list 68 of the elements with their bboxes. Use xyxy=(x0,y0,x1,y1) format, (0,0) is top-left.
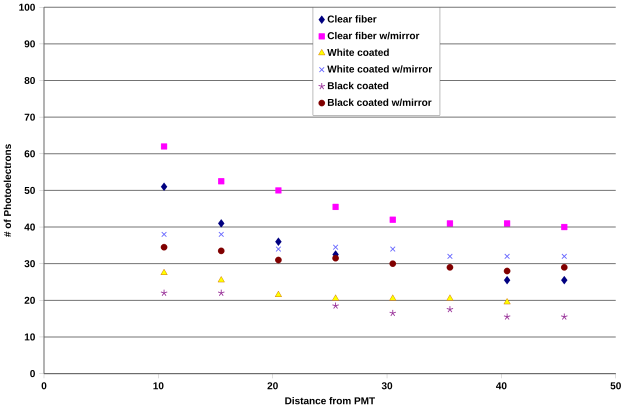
legend-label: White coated xyxy=(327,48,389,56)
point xyxy=(276,246,282,252)
point xyxy=(275,256,282,264)
y-tick-label: 80 xyxy=(24,76,35,84)
point xyxy=(218,248,225,254)
point xyxy=(389,260,396,268)
point xyxy=(504,298,511,304)
point xyxy=(160,182,168,191)
point xyxy=(446,220,454,226)
point xyxy=(560,264,568,271)
x-tick-label: 30 xyxy=(382,382,392,390)
y-tick-label: 100 xyxy=(19,4,35,11)
legend-label: White coated w/mirror xyxy=(327,65,432,73)
point xyxy=(160,289,168,296)
y-tick-label: 70 xyxy=(24,114,35,121)
point xyxy=(390,246,396,252)
x-tick-label: 0 xyxy=(42,382,46,390)
point xyxy=(218,276,225,282)
y-tick-label: 30 xyxy=(24,260,35,268)
point xyxy=(446,264,454,271)
point xyxy=(160,143,168,150)
point xyxy=(447,254,453,260)
point xyxy=(446,306,454,313)
x-tick-label: 20 xyxy=(267,382,278,390)
point xyxy=(160,268,168,275)
point xyxy=(503,313,511,320)
point xyxy=(218,232,224,238)
point xyxy=(389,294,396,301)
point xyxy=(275,237,282,246)
legend-label: Clear fiber w/mirror xyxy=(328,32,420,40)
legend-label: Black coated w/mirror xyxy=(328,98,432,106)
x-axis-title: Distance from PMT xyxy=(285,396,375,404)
point xyxy=(332,244,338,250)
point xyxy=(561,224,568,230)
y-tick-label: 40 xyxy=(24,224,35,231)
point xyxy=(446,294,454,301)
y-tick-label: 90 xyxy=(24,40,35,48)
y-axis-title: # of Photoelectrons xyxy=(4,144,12,237)
point xyxy=(390,216,396,223)
point xyxy=(504,268,510,274)
point xyxy=(274,290,282,297)
x-tick-label: 10 xyxy=(153,382,164,390)
point xyxy=(561,254,568,260)
point xyxy=(160,244,168,251)
legend-label: Clear fiber xyxy=(328,15,377,23)
y-tick-label: 60 xyxy=(24,150,35,158)
point xyxy=(332,254,339,262)
point xyxy=(560,313,568,320)
point xyxy=(332,302,340,309)
point xyxy=(504,254,510,260)
point xyxy=(275,187,282,194)
point xyxy=(332,294,340,301)
point xyxy=(161,232,167,238)
point xyxy=(218,289,225,296)
y-tick-label: 20 xyxy=(24,296,35,304)
point xyxy=(332,204,339,210)
point xyxy=(561,276,568,284)
y-tick-label: 10 xyxy=(24,333,35,340)
legend-label: Black coated xyxy=(328,82,388,90)
x-tick-label: 40 xyxy=(496,382,507,390)
point xyxy=(218,219,224,228)
point xyxy=(504,276,510,284)
point xyxy=(504,220,510,226)
point xyxy=(389,309,396,316)
point xyxy=(218,178,224,184)
y-tick-label: 0 xyxy=(30,370,35,378)
y-tick-label: 50 xyxy=(24,186,35,194)
x-tick-label: 50 xyxy=(610,382,621,390)
